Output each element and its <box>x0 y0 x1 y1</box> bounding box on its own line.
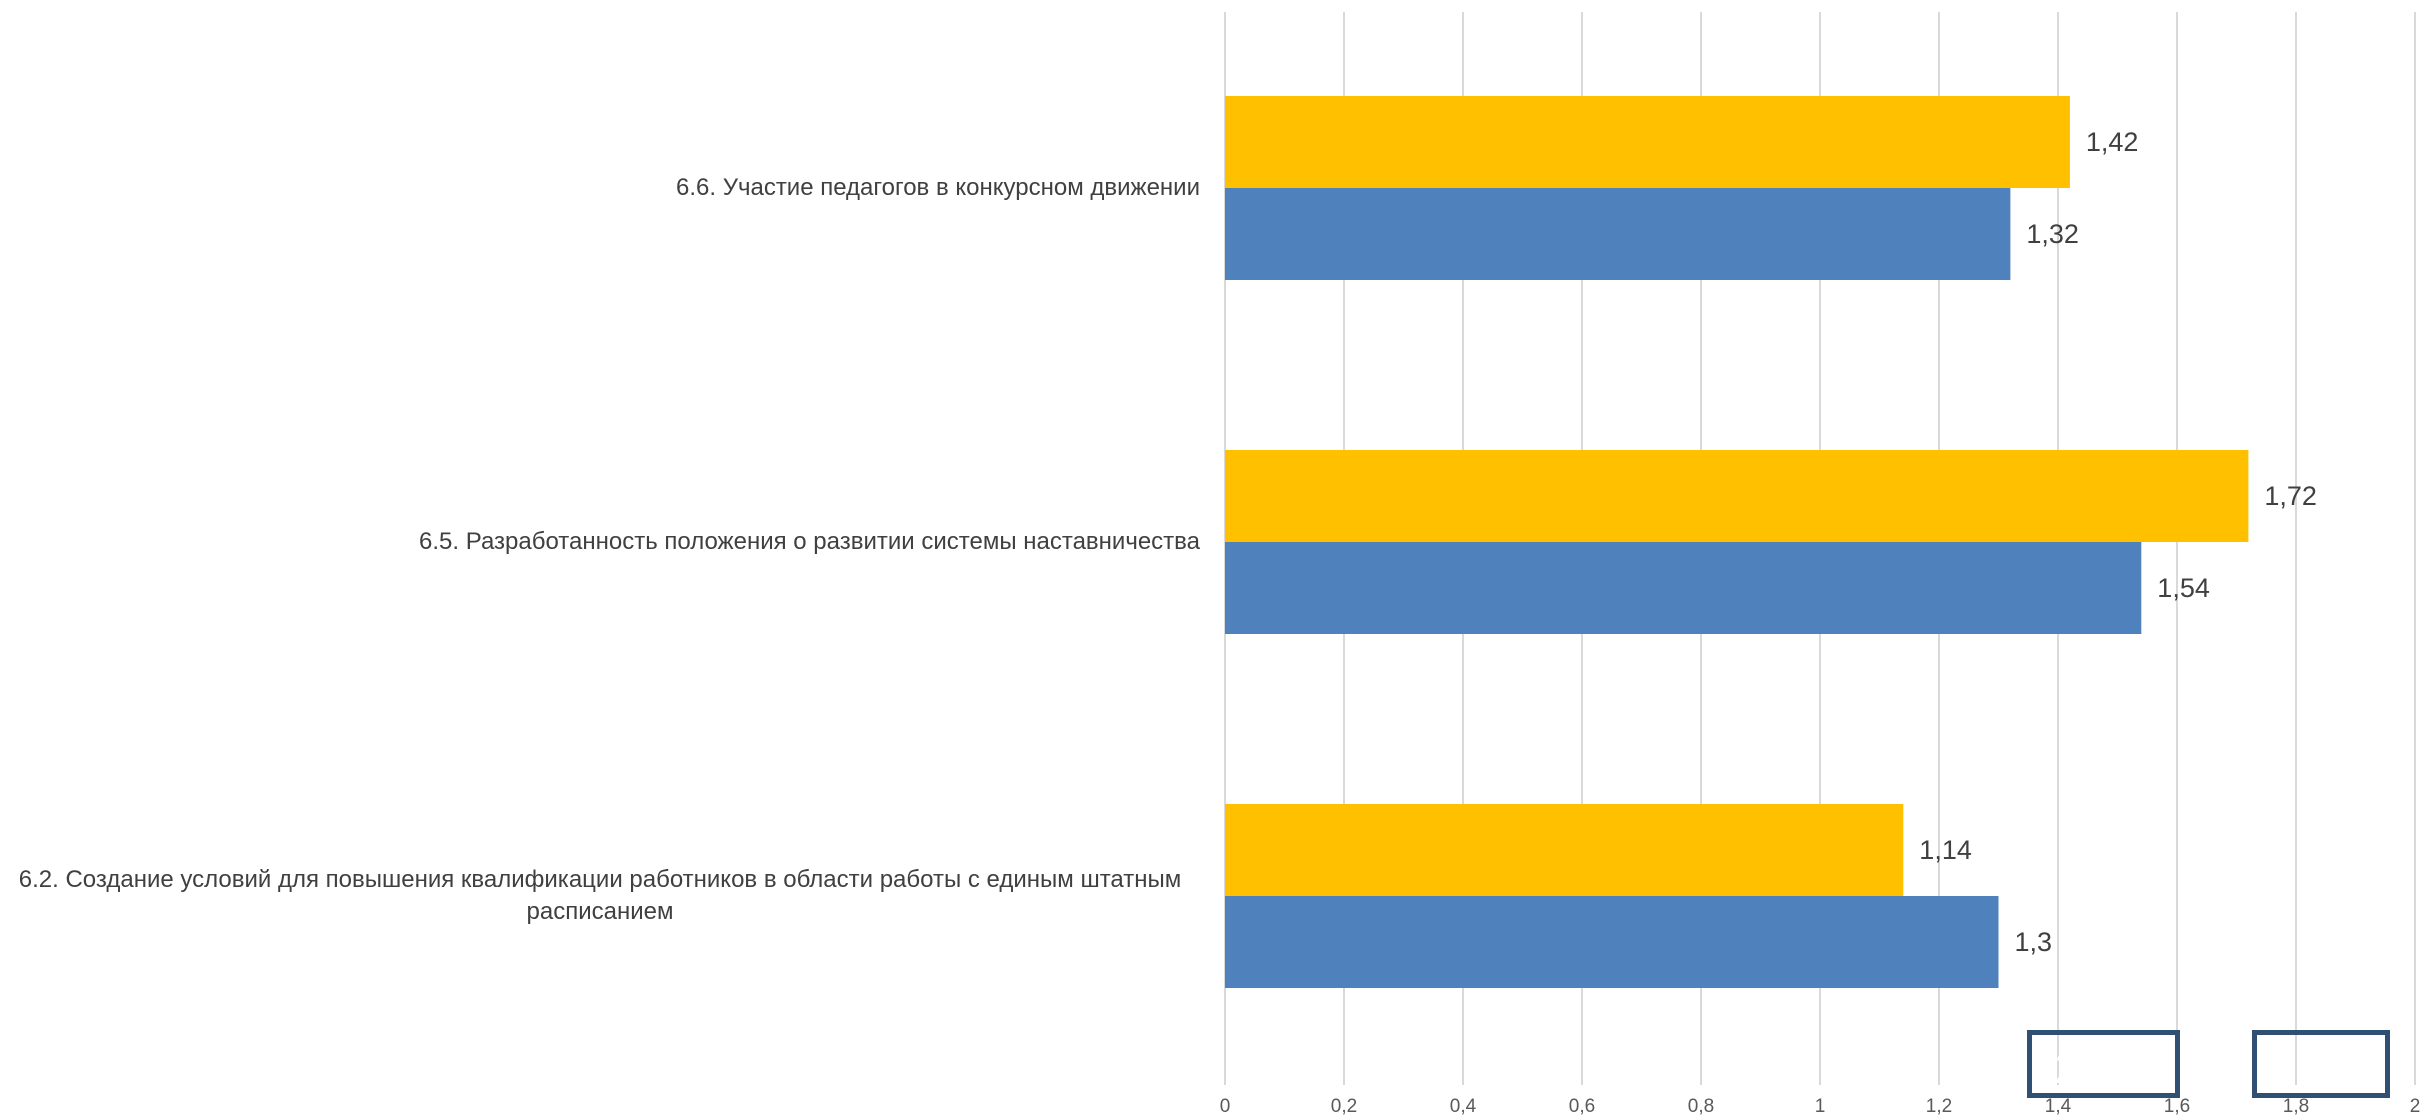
x-tick-label: 0,4 <box>1450 1096 1477 1117</box>
x-tick-label: 0,8 <box>1688 1096 1714 1117</box>
legend-label-2023: 2023 <box>2272 1044 2370 1093</box>
bar-2022 <box>1225 188 2011 280</box>
data-label-2023: 1,72 <box>2264 481 2317 511</box>
category-label: 6.2. Создание условий для повышения квал… <box>18 866 1182 925</box>
data-label-2022: 1,54 <box>2157 573 2210 603</box>
bar-2023 <box>1225 804 1904 896</box>
x-tick-label: 1 <box>1815 1096 1826 1117</box>
category-label: 6.5. Разработанность положения о развити… <box>419 528 1200 555</box>
legend-label-2022: 2022 <box>2054 1044 2153 1093</box>
x-tick-label: 1,2 <box>1926 1096 1952 1117</box>
bar-2022 <box>1225 896 1999 988</box>
bar-2023 <box>1225 96 2070 188</box>
value-labels: 1,42 1,32 1,72 1,54 1,14 1,3 <box>1919 127 2317 957</box>
category-label: 6.6. Участие педагогов в конкурсном движ… <box>676 174 1200 201</box>
legend-item-2023: 2023 <box>2252 1030 2390 1098</box>
x-tick-label: 0 <box>1220 1096 1231 1117</box>
bars <box>1225 96 2249 988</box>
legend-item-2022: 2022 <box>2027 1030 2180 1098</box>
bar-2023 <box>1225 450 2249 542</box>
data-label-2023: 1,14 <box>1919 835 1972 865</box>
x-tick-label: 1,8 <box>2283 1096 2309 1117</box>
bar-2022 <box>1225 542 2142 634</box>
data-label-2022: 1,3 <box>2015 927 2053 957</box>
x-tick-label: 2 <box>2410 1096 2420 1117</box>
x-tick-label: 1,4 <box>2045 1096 2072 1117</box>
x-tick-label: 1,6 <box>2164 1096 2190 1117</box>
x-tick-label: 0,2 <box>1331 1096 1357 1117</box>
data-label-2022: 1,32 <box>2026 219 2079 249</box>
data-label-2023: 1,42 <box>2086 127 2139 157</box>
x-tick-labels: 0 0,2 0,4 0,6 0,8 1 1,2 1,4 1,6 1,8 2 <box>1220 1096 2420 1117</box>
x-tick-label: 0,6 <box>1569 1096 1595 1117</box>
